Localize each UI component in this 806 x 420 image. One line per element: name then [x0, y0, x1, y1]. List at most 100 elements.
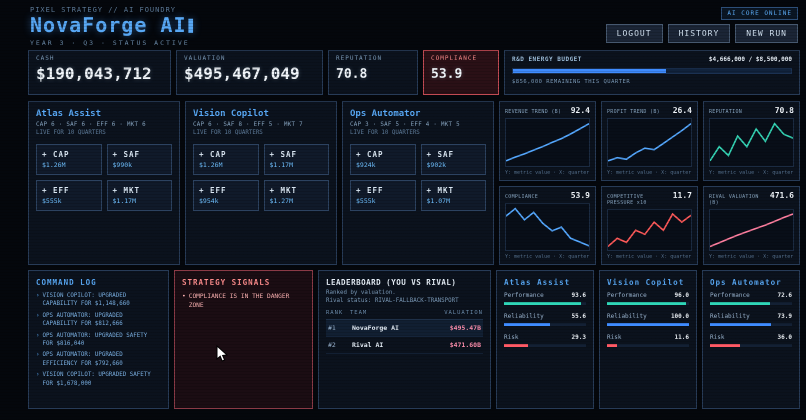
upgrade-mkt-button[interactable]: + MKT $1.07M	[420, 180, 486, 211]
unit-statline: CAP 3 · SAF 5 · EFF 4 · MKT 5	[350, 122, 460, 128]
upgrade-mkt-button[interactable]: + MKT $1.27M	[263, 180, 329, 211]
history-button[interactable]: HISTORY	[667, 24, 731, 43]
upgrade-label: + SAF	[112, 150, 141, 159]
chart-profit-trend: PROFIT TREND (B) 26.4 Y: metric value · …	[601, 101, 698, 181]
reputation-value: 70.8	[336, 67, 368, 82]
risk-metric: Risk 11.6	[607, 334, 689, 347]
signal-text: COMPLIANCE IS IN THE DANGER ZONE	[188, 293, 290, 310]
valuation-value: $495,467,049	[184, 64, 300, 83]
upgrade-label: + MKT	[112, 186, 141, 195]
logout-button[interactable]: LOGOUT	[605, 24, 663, 43]
metric-bar-fill	[710, 344, 740, 347]
reliability-metric: Reliability 55.6	[504, 313, 586, 326]
app-title-text: NovaForge AI	[30, 13, 187, 37]
leaderboard-row-rival: #2 Rival AI $471.60B	[326, 337, 483, 354]
log-entry: › OPS AUTOMATOR: UPGRADED CAPABILITY FOR …	[36, 312, 161, 329]
unit-card-ops-automator: Ops Automator CAP 3 · SAF 5 · EFF 4 · MK…	[342, 101, 494, 265]
valuation-column-header: VALUATION	[444, 310, 483, 316]
metric-bar-track	[710, 344, 792, 347]
metric-bar-track	[607, 323, 689, 326]
upgrade-label: + EFF	[42, 186, 70, 195]
signal-bullet: •	[182, 293, 186, 300]
upgrade-cost: $1.26M	[42, 161, 66, 169]
log-bullet: ›	[36, 352, 40, 359]
cash-value: $190,043,712	[36, 64, 152, 83]
chart-value: 92.4	[570, 106, 590, 115]
status-card-title: Vision Copilot	[607, 278, 685, 287]
metric-bar-fill	[504, 323, 550, 326]
metric-label: Risk	[607, 334, 622, 341]
chart-reputation: REPUTATION 70.8 Y: metric value · X: qua…	[703, 101, 800, 181]
leaderboard-header: RANK TEAM VALUATION	[326, 310, 483, 320]
new-run-button[interactable]: NEW RUN	[735, 24, 798, 43]
log-text: VISION COPILOT: UPGRADED CAPABILITY FOR …	[42, 293, 130, 308]
signal-item: • COMPLIANCE IS IN THE DANGER ZONE	[182, 292, 305, 311]
unit-name: Vision Copilot	[193, 109, 269, 119]
upgrade-eff-button[interactable]: + EFF $555k	[350, 180, 416, 211]
metric-label: Risk	[710, 334, 725, 341]
log-text: OPS AUTOMATOR: UPGRADED CAPABILITY FOR $…	[42, 312, 123, 328]
chart-sparkline	[709, 208, 794, 251]
metric-bar-track	[504, 344, 586, 347]
upgrade-eff-button[interactable]: + EFF $555k	[36, 180, 102, 211]
metric-value: 96.0	[674, 292, 689, 299]
performance-metric: Performance 93.6	[504, 292, 586, 305]
metric-bar-track	[710, 302, 792, 305]
unit-name: Atlas Assist	[36, 109, 102, 119]
upgrade-cap-button[interactable]: + CAP $924k	[350, 144, 416, 175]
metric-bar-fill	[710, 323, 771, 326]
upgrade-saf-button[interactable]: + SAF $990k	[106, 144, 172, 175]
cash-panel: CASH $190,043,712	[28, 50, 171, 95]
rank-column-header: RANK	[326, 310, 344, 316]
leaderboard-row-you: #1 NovaForge AI $495.47B	[326, 320, 483, 337]
chart-value: 70.8	[774, 106, 794, 115]
middle-row: Atlas Assist CAP 6 · SAF 6 · EFF 6 · MKT…	[28, 101, 800, 265]
chart-value: 53.9	[570, 190, 590, 200]
metric-label: Performance	[504, 292, 544, 299]
metric-bar-fill	[710, 302, 770, 305]
risk-metric: Risk 29.3	[504, 334, 586, 347]
bottom-row: COMMAND LOG › VISION COPILOT: UPGRADED CA…	[28, 270, 800, 409]
unit-live-status: LIVE FOR 10 QUARTERS	[193, 130, 263, 136]
chart-title: REPUTATION	[709, 109, 743, 115]
reputation-panel: REPUTATION 70.8	[328, 50, 418, 95]
chart-title: PROFIT TREND (B)	[607, 109, 660, 115]
metric-value: 72.6	[777, 292, 792, 299]
upgrade-saf-button[interactable]: + SAF $1.17M	[263, 144, 329, 175]
upgrade-cap-button[interactable]: + CAP $1.26M	[193, 144, 259, 175]
log-text: OPS AUTOMATOR: UPGRADED EFFICIENCY FOR $…	[42, 352, 123, 367]
strategy-signals-panel: STRATEGY SIGNALS • COMPLIANCE IS IN THE D…	[174, 270, 313, 409]
metric-value: 55.6	[571, 313, 586, 320]
metric-bar-fill	[607, 323, 689, 326]
metric-value: 100.0	[670, 313, 689, 320]
metric-bar-fill	[504, 302, 581, 305]
metric-bar-fill	[607, 302, 686, 305]
upgrade-label: + MKT	[426, 186, 455, 195]
upgrade-cost: $954k	[199, 197, 219, 205]
leaderboard-subtitle: Ranked by valuation.	[326, 290, 396, 296]
chart-title: REVENUE TREND (B)	[505, 109, 562, 115]
leaderboard-title: LEADERBOARD (YOU VS RIVAL)	[326, 278, 457, 287]
upgrade-mkt-button[interactable]: + MKT $1.17M	[106, 180, 172, 211]
chart-caption: Y: metric value · X: quarter	[607, 254, 692, 260]
command-log-panel: COMMAND LOG › VISION COPILOT: UPGRADED CA…	[28, 270, 169, 409]
upgrade-cost: $555k	[42, 197, 62, 205]
log-entry: › VISION COPILOT: UPGRADED CAPABILITY FOR…	[36, 292, 161, 309]
mouse-cursor	[216, 344, 229, 367]
status-card-vision-copilot: Vision Copilot Performance 96.0 Reliabili…	[599, 270, 697, 409]
upgrade-eff-button[interactable]: + EFF $954k	[193, 180, 259, 211]
upgrade-saf-button[interactable]: + SAF $902k	[420, 144, 486, 175]
valuation-label: VALUATION	[184, 55, 226, 62]
chart-sparkline	[607, 118, 692, 167]
chart-caption: Y: metric value · X: quarter	[505, 169, 590, 176]
rnd-budget-panel: R&D ENERGY BUDGET $4,666,000 / $8,500,00…	[504, 50, 800, 95]
valuation-cell: $495.47B	[449, 324, 481, 332]
reliability-metric: Reliability 73.9	[710, 313, 792, 326]
unit-statline: CAP 6 · SAF 8 · EFF 5 · MKT 7	[193, 122, 303, 128]
upgrade-cost: $1.27M	[269, 197, 293, 205]
budget-value: $4,666,000 / $8,500,000	[708, 56, 792, 63]
upgrade-cap-button[interactable]: + CAP $1.26M	[36, 144, 102, 175]
team-cell: Rival AI	[352, 341, 384, 349]
log-bullet: ›	[36, 293, 40, 299]
valuation-cell: $471.60B	[449, 341, 481, 349]
